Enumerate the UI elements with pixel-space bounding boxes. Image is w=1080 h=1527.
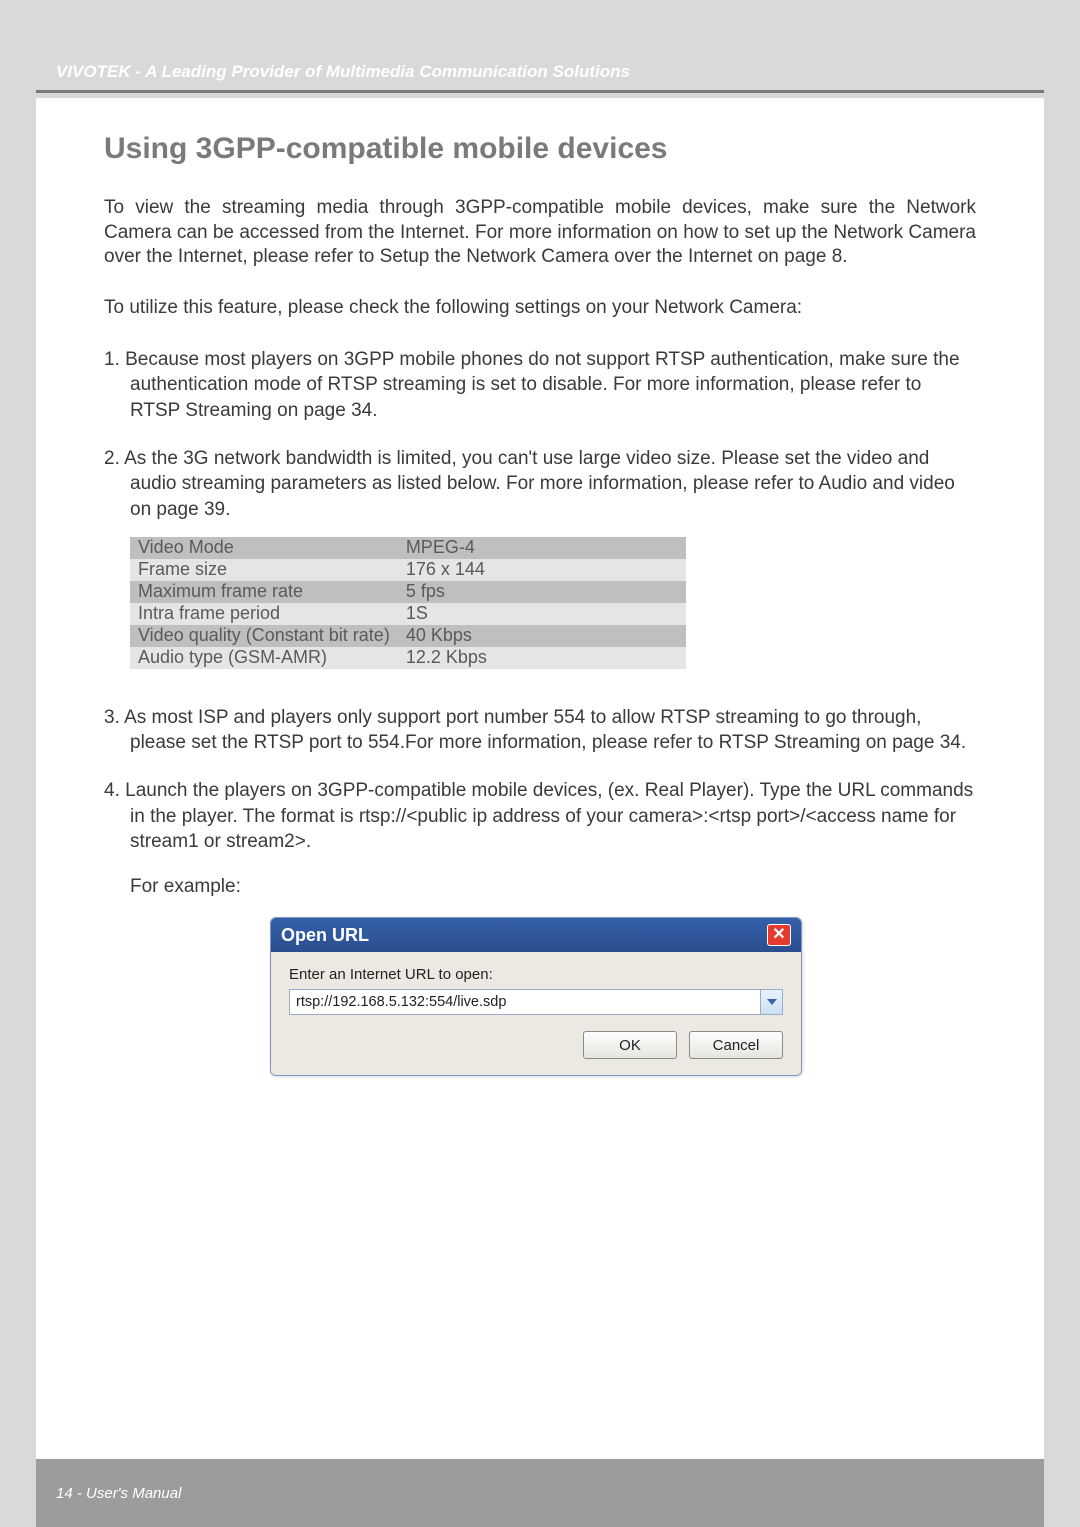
dialog-titlebar: Open URL ✕ — [271, 918, 801, 952]
table-cell-label: Video quality (Constant bit rate) — [130, 625, 398, 647]
for-example-label: For example: — [104, 875, 976, 900]
table-cell-value: 176 x 144 — [398, 559, 686, 581]
open-url-dialog: Open URL ✕ Enter an Internet URL to open… — [270, 917, 802, 1076]
cancel-button[interactable]: Cancel — [689, 1031, 783, 1059]
dialog-buttons: OK Cancel — [289, 1031, 783, 1059]
table-cell-label: Maximum frame rate — [130, 581, 398, 603]
url-input-row — [289, 989, 783, 1015]
dialog-url-label: Enter an Internet URL to open: — [289, 966, 783, 983]
table-cell-value: 1S — [398, 603, 686, 625]
table-cell-label: Frame size — [130, 559, 398, 581]
cancel-button-label: Cancel — [713, 1037, 760, 1054]
step-3: 3. As most ISP and players only support … — [104, 705, 976, 756]
header-band: VIVOTEK - A Leading Provider of Multimed… — [36, 56, 1044, 88]
step-4: 4. Launch the players on 3GPP-compatible… — [104, 778, 976, 855]
page-content: Using 3GPP-compatible mobile devices To … — [36, 98, 1044, 1076]
page-container: VIVOTEK - A Leading Provider of Multimed… — [36, 0, 1044, 1527]
table-cell-value: 12.2 Kbps — [398, 647, 686, 669]
close-button[interactable]: ✕ — [767, 924, 791, 946]
table-cell-label: Audio type (GSM-AMR) — [130, 647, 398, 669]
dialog-body: Enter an Internet URL to open: OK — [271, 952, 801, 1075]
page-footer: 14 - User's Manual — [36, 1459, 1044, 1527]
table-cell-label: Video Mode — [130, 537, 398, 559]
table-row: Intra frame period1S — [130, 603, 686, 625]
dialog-wrap: Open URL ✕ Enter an Internet URL to open… — [270, 917, 976, 1076]
chevron-down-icon — [767, 999, 777, 1005]
table-cell-value: MPEG-4 — [398, 537, 686, 559]
table-row: Frame size176 x 144 — [130, 559, 686, 581]
step-1: 1. Because most players on 3GPP mobile p… — [104, 347, 976, 424]
check-line: To utilize this feature, please check th… — [104, 296, 976, 321]
dialog-title-text: Open URL — [281, 925, 369, 946]
table-row: Video quality (Constant bit rate)40 Kbps — [130, 625, 686, 647]
table-row: Maximum frame rate5 fps — [130, 581, 686, 603]
table-cell-value: 40 Kbps — [398, 625, 686, 647]
footer-text: 14 - User's Manual — [56, 1485, 181, 1502]
url-dropdown-button[interactable] — [761, 989, 783, 1015]
table-row: Video ModeMPEG-4 — [130, 537, 686, 559]
table-cell-value: 5 fps — [398, 581, 686, 603]
table-row: Audio type (GSM-AMR)12.2 Kbps — [130, 647, 686, 669]
close-icon: ✕ — [772, 927, 785, 943]
step-2: 2. As the 3G network bandwidth is limite… — [104, 446, 976, 523]
page-title: Using 3GPP-compatible mobile devices — [104, 132, 976, 166]
param-table: Video ModeMPEG-4Frame size176 x 144Maxim… — [130, 537, 686, 669]
ok-button[interactable]: OK — [583, 1031, 677, 1059]
ok-button-label: OK — [619, 1037, 641, 1054]
header-rule — [36, 90, 1044, 93]
header-brand-line: VIVOTEK - A Leading Provider of Multimed… — [56, 62, 630, 81]
url-input[interactable] — [289, 989, 761, 1015]
table-cell-label: Intra frame period — [130, 603, 398, 625]
intro-paragraph: To view the streaming media through 3GPP… — [104, 196, 976, 270]
page-top-gray: VIVOTEK - A Leading Provider of Multimed… — [36, 0, 1044, 98]
